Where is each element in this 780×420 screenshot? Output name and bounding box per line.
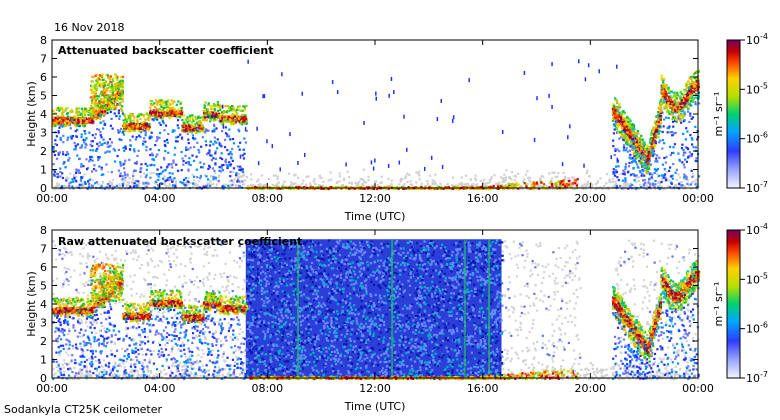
y-tick-label: 4 [40,298,47,311]
y-tick-label: 7 [40,53,47,66]
y-tick-label: 8 [40,224,47,237]
colorbar-1-unit: m⁻¹ sr⁻¹ [712,92,725,137]
x-axis-label-2: Time (UTC) [344,400,406,413]
x-axis-label-1: Time (UTC) [344,210,406,223]
heatmap-2 [52,239,701,381]
y-axis-label-1: Height (km) [25,81,38,147]
x-tick-label: 20:00 [574,382,606,395]
x-tick-label: 20:00 [574,192,606,205]
colorbar-tick-label: 10-5 [746,81,768,96]
y-tick-label: 0 [40,182,47,195]
x-tick-label: 00:00 [36,192,68,205]
colorbar-tick-label: 10-7 [746,180,768,195]
colorbar-tick-label: 10-4 [746,222,768,237]
y-tick-label: 6 [40,71,47,84]
panel-raw: Raw attenuated backscatter coefficient 0… [25,222,768,413]
panel-2-title: Raw attenuated backscatter coefficient [58,235,302,248]
y-tick-label: 2 [40,145,47,158]
date-label: 16 Nov 2018 [54,21,124,34]
colorbar-2-ramp [726,229,741,379]
y-ticks-2: 0 1 2 3 4 5 6 7 8 [40,224,698,385]
colorbar-2-unit: m⁻¹ sr⁻¹ [712,282,725,327]
y-tick-label: 7 [40,243,47,256]
y-tick-label: 5 [40,90,47,103]
x-tick-label: 00:00 [36,382,68,395]
x-tick-label: 08:00 [251,382,283,395]
y-tick-label: 0 [40,372,47,385]
y-tick-label: 1 [40,354,47,367]
x-tick-label: 12:00 [359,382,391,395]
panel-1-title: Attenuated backscatter coefficient [58,44,274,57]
panel-attenuated: Attenuated backscatter coefficient 0 1 2 3 4… [25,32,768,223]
x-ticks-1: 00:00 04:00 08:00 12:00 16:00 20:00 00:00 [36,40,714,205]
x-tick-label: 00:00 [682,192,714,205]
x-tick-label: 12:00 [359,192,391,205]
y-tick-label: 6 [40,261,47,274]
y-tick-label: 1 [40,164,47,177]
colorbar-1-ramp [726,39,741,189]
y-tick-label: 5 [40,280,47,293]
y-axis-label-2: Height (km) [25,271,38,337]
y-tick-label: 3 [40,317,47,330]
heatmap-1 [52,59,701,191]
colorbar-2: 10-7 10-6 10-5 10-4 m⁻¹ sr⁻¹ [712,222,768,385]
colorbar-tick-label: 10-6 [746,131,768,146]
x-tick-label: 16:00 [467,192,499,205]
colorbar-tick-label: 10-6 [746,321,768,336]
colorbar-1: 10-7 10-6 10-5 10-4 m⁻¹ sr⁻¹ [712,32,768,195]
x-tick-label: 08:00 [251,192,283,205]
y-tick-label: 3 [40,127,47,140]
instrument-label: Sodankyla CT25K ceilometer [4,403,163,416]
colorbar-tick-label: 10-7 [746,370,768,385]
y-ticks-1: 0 1 2 3 4 5 6 7 8 [40,34,698,195]
colorbar-tick-label: 10-4 [746,32,768,47]
y-tick-label: 4 [40,108,47,121]
x-tick-label: 04:00 [144,192,176,205]
x-tick-label: 04:00 [144,382,176,395]
x-tick-label: 00:00 [682,382,714,395]
y-tick-label: 8 [40,34,47,47]
y-tick-label: 2 [40,335,47,348]
x-tick-label: 16:00 [467,382,499,395]
x-ticks-2: 00:00 04:00 08:00 12:00 16:00 20:00 00:00 [36,230,714,395]
colorbar-tick-label: 10-5 [746,271,768,286]
